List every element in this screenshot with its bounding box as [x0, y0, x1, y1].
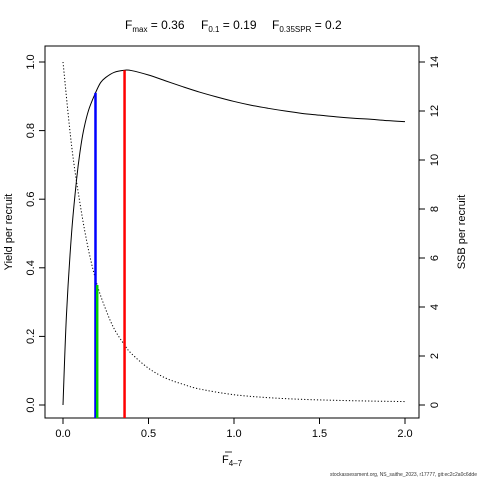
y-axis-right-title: SSB per recruit [456, 195, 468, 270]
reference-lines [94, 70, 126, 418]
x-tick-label-0: 0.0 [55, 428, 70, 440]
x-tick-label-3: 1.5 [312, 428, 327, 440]
x-tick-label-4: 2.0 [397, 428, 412, 440]
credit-text: stockassessment.org, NS_saithe_2023, r17… [330, 472, 477, 478]
plot-frame [44, 45, 420, 419]
y-right-tick-label-3: 6 [429, 255, 441, 261]
series-group [62, 61, 406, 406]
y-right-tick-label-1: 2 [429, 353, 441, 359]
y-left-tick-label-5: 1.0 [25, 54, 37, 69]
y-left-tick-label-1: 0.2 [25, 329, 37, 344]
title-f035spr: F0.35SPR = 0.2 [272, 18, 342, 34]
y-right-tick-label-6: 12 [429, 105, 441, 117]
yield-per-recruit-line [62, 69, 406, 406]
y-right-tick-label-5: 10 [429, 154, 441, 166]
x-tick-label-1: 0.5 [141, 428, 156, 440]
y-left-tick-label-3: 0.6 [25, 192, 37, 207]
title-f01: F0.1 = 0.19 [201, 18, 257, 34]
x-axis: 0.0 0.5 1.0 1.5 2.0 [55, 417, 413, 440]
ssb-per-recruit-line [62, 61, 406, 403]
y-axis-right: 0 2 4 6 8 10 12 14 [418, 56, 441, 408]
y-right-tick-label-2: 4 [429, 304, 441, 310]
y-axis-left-title: Yield per recruit [3, 194, 15, 271]
y-axis-left: 0.0 0.2 0.4 0.6 0.8 1.0 [25, 54, 46, 413]
y-right-tick-label-0: 0 [429, 402, 441, 408]
y-left-tick-label-4: 0.8 [25, 123, 37, 138]
y-right-tick-label-4: 8 [429, 206, 441, 212]
y-left-tick-label-2: 0.4 [25, 260, 37, 275]
y-left-tick-label-0: 0.0 [25, 397, 37, 412]
title-fmax: Fmax = 0.36 [125, 18, 185, 34]
x-tick-label-2: 1.0 [226, 428, 241, 440]
x-axis-title: F4–7 [222, 454, 243, 468]
y-right-tick-label-7: 14 [429, 56, 441, 68]
